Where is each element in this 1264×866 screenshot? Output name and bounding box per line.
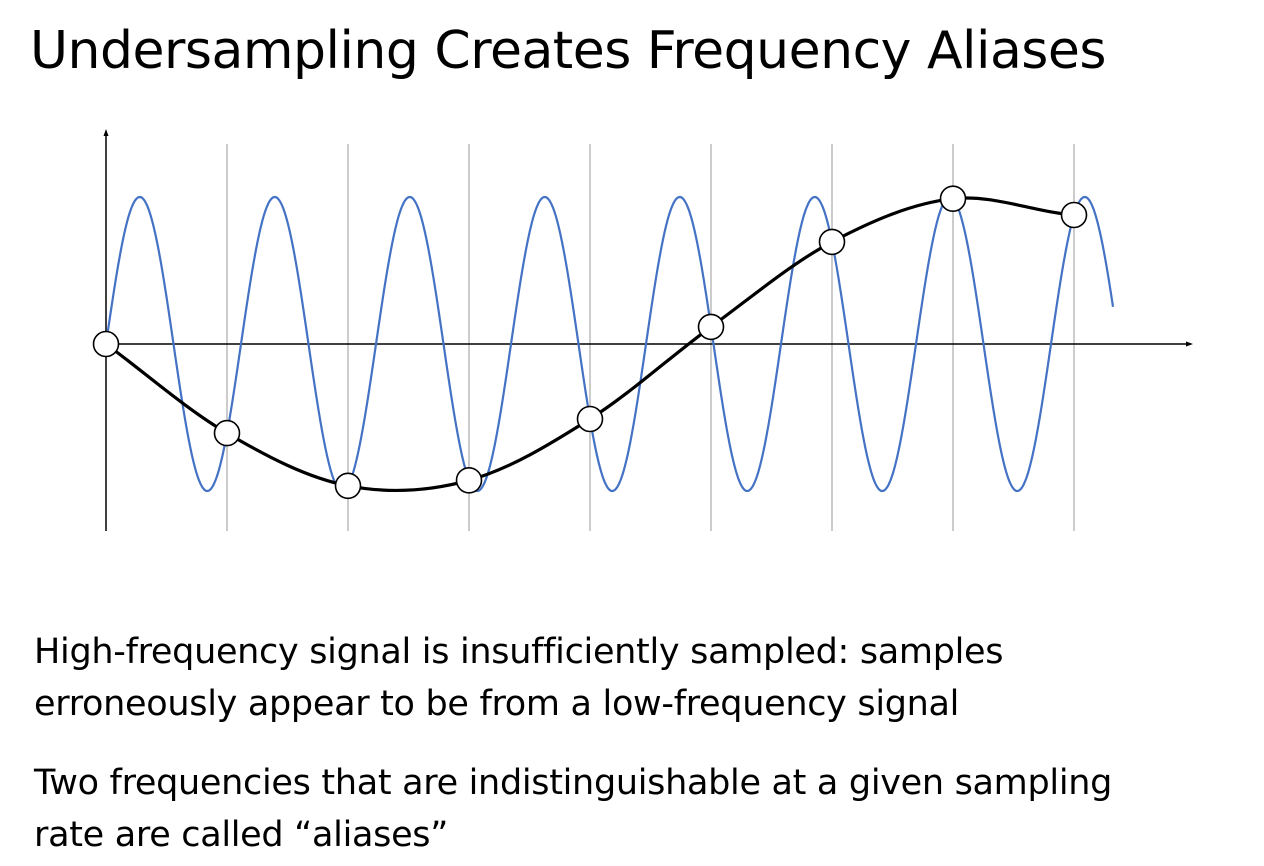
aliasing-diagram <box>92 129 1193 531</box>
slide-title: Undersampling Creates Frequency Aliases <box>30 21 1106 81</box>
paragraph-insufficient-sampling: High-frequency signal is insufficiently … <box>34 626 1254 730</box>
paragraph-2-line-1: Two frequencies that are indistinguishab… <box>34 763 1113 803</box>
sample-point <box>455 466 483 494</box>
paragraph-1-line-1: High-frequency signal is insufficiently … <box>34 632 1004 672</box>
paragraph-aliases-definition: Two frequencies that are indistinguishab… <box>34 757 1254 861</box>
sample-point <box>818 228 846 256</box>
sample-point <box>697 313 725 341</box>
y-axis-arrowhead <box>103 129 109 136</box>
sample-point <box>1060 201 1088 229</box>
x-axis-arrowhead <box>1186 341 1193 347</box>
paragraph-1-line-2: erroneously appear to be from a low-freq… <box>34 684 960 724</box>
sample-point <box>576 405 604 433</box>
sample-point <box>334 472 362 500</box>
sample-point <box>939 185 967 212</box>
sample-point <box>92 330 120 358</box>
sample-point <box>213 419 241 447</box>
paragraph-2-line-2: rate are called “aliases” <box>34 815 449 855</box>
sample-points <box>92 185 1088 500</box>
